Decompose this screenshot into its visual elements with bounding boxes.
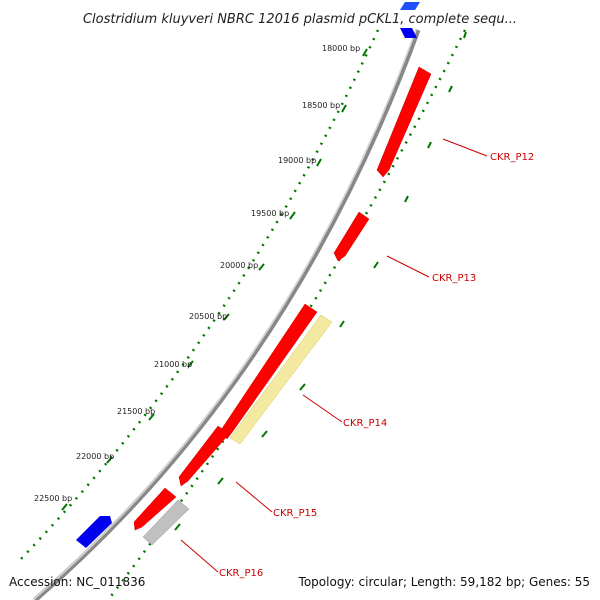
tick-label: 21000 bp (154, 360, 192, 369)
feature-gray (142, 499, 190, 546)
tick-label: 18000 bp (322, 44, 360, 53)
tick-label: 22500 bp (34, 494, 72, 503)
gene-ckr-p15-arrow (178, 425, 230, 487)
outer-major-ticks (61, 48, 368, 511)
plasmid-backbone-highlight (32, 29, 417, 600)
summary-text: Topology: circular; Length: 59,182 bp; G… (298, 575, 590, 589)
tick-label: 19500 bp (251, 209, 289, 218)
gene-ckr-p16-arrow (133, 487, 177, 531)
gene-ckr-p13-arrow (333, 211, 370, 262)
tick-label: 19000 bp (278, 156, 316, 165)
gene-ckr-p12-arrow (376, 66, 432, 178)
tick-labels: 18000 bp 18500 bp 19000 bp 19500 bp 2000… (34, 44, 360, 503)
plasmid-backbone (33, 29, 421, 600)
inner-major-ticks (174, 31, 467, 531)
forward-gene-arrow (76, 516, 112, 548)
forward-gene-arrow (400, 28, 417, 38)
gene-leader-lines (180, 138, 488, 573)
gene-label-ckr-p14: CKR_P14 (343, 418, 387, 429)
map-title: Clostridium kluyveri NBRC 12016 plasmid … (83, 12, 517, 27)
tick-label: 20500 bp (189, 312, 227, 321)
forward-gene-arrow-top (400, 2, 420, 10)
gene-ckr-p14-arrow (220, 303, 318, 440)
tick-label: 22000 bp (76, 452, 114, 461)
tick-label: 20000 bp (220, 261, 258, 270)
gene-label-ckr-p12: CKR_P12 (490, 152, 534, 163)
gene-label-ckr-p13: CKR_P13 (432, 273, 476, 284)
gene-labels: CKR_P12 CKR_P13 CKR_P14 CKR_P15 CKR_P16 (219, 152, 534, 579)
feature-yellow (229, 314, 333, 445)
outer-dotted-ring (19, 29, 380, 561)
tick-label: 18500 bp (302, 101, 340, 110)
tick-label: 21500 bp (117, 407, 155, 416)
gene-label-ckr-p16: CKR_P16 (219, 568, 263, 579)
gene-label-ckr-p15: CKR_P15 (273, 508, 317, 519)
accession-text: Accession: NC_011836 (9, 575, 145, 589)
